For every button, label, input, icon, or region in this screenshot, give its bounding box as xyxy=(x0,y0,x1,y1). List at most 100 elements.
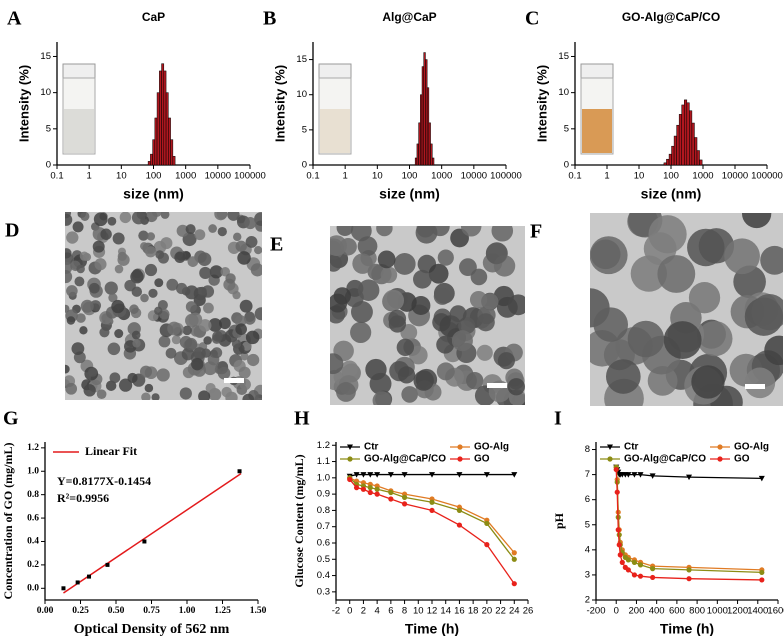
particle xyxy=(225,273,236,284)
particle xyxy=(88,367,98,377)
marker xyxy=(484,542,490,548)
y-tick-label: 0.8 xyxy=(27,490,39,500)
particle xyxy=(250,263,262,277)
x-tick-label: 14 xyxy=(440,606,451,617)
marker xyxy=(429,499,435,505)
y-tick-label: 0 xyxy=(302,160,307,171)
particle xyxy=(158,335,171,348)
y-tick-label: 4 xyxy=(585,544,590,555)
y-tick-label: 10 xyxy=(296,89,307,100)
legend-marker xyxy=(607,444,613,450)
particle xyxy=(117,253,130,266)
legend-marker xyxy=(717,444,723,450)
particle xyxy=(80,212,90,221)
particle xyxy=(79,251,90,261)
x-tick-label: 1 xyxy=(604,171,609,182)
bar xyxy=(689,110,693,166)
bar xyxy=(150,153,153,166)
particle xyxy=(71,342,85,356)
particle xyxy=(203,361,218,376)
x-tick-label: 100000 xyxy=(490,171,522,182)
particle xyxy=(138,230,149,241)
y-tick-label: 8 xyxy=(585,444,590,455)
bar xyxy=(421,66,424,166)
y-axis-label: Glucose Content (mg/mL) xyxy=(292,454,306,587)
point xyxy=(61,586,66,591)
y-tick-label: 0.8 xyxy=(317,505,330,516)
marker xyxy=(637,472,644,478)
particle xyxy=(697,320,733,357)
marker xyxy=(758,475,765,482)
y-tick-label: 1.1 xyxy=(317,456,330,467)
tem-image xyxy=(65,212,262,400)
particle xyxy=(497,352,515,370)
particle xyxy=(198,390,211,400)
particle xyxy=(66,231,79,244)
x-tick-label: 0.50 xyxy=(108,606,125,616)
scale-bar xyxy=(224,378,244,383)
marker xyxy=(759,577,765,583)
bar xyxy=(426,87,430,166)
particle xyxy=(209,265,223,279)
y-tick-label: 0.3 xyxy=(317,586,330,597)
particle xyxy=(105,380,117,391)
particle xyxy=(254,307,262,321)
y-tick-label: 10 xyxy=(40,87,51,98)
particle xyxy=(336,226,354,237)
x-tick-label: 0 xyxy=(347,606,352,617)
legend-marker xyxy=(607,456,613,462)
bar xyxy=(696,150,700,166)
particle xyxy=(66,316,76,325)
x-tick-label: 1.50 xyxy=(250,606,267,616)
x-tick-label: 0.1 xyxy=(50,171,63,182)
x-tick-label: 1000 xyxy=(175,171,196,182)
particle xyxy=(160,212,170,219)
particles xyxy=(330,226,525,405)
bar xyxy=(172,156,176,166)
bar xyxy=(686,102,690,166)
y-tick-label: 0 xyxy=(564,160,569,171)
x-axis-label: Time (h) xyxy=(660,621,714,636)
particles xyxy=(65,212,262,400)
point xyxy=(105,562,110,567)
particle xyxy=(65,248,72,259)
particle xyxy=(648,215,687,254)
particle xyxy=(350,321,372,344)
particle xyxy=(220,267,231,277)
marker xyxy=(483,472,490,478)
bar xyxy=(168,117,171,166)
marker xyxy=(686,567,692,573)
legend-label: Ctr xyxy=(624,442,639,453)
particle xyxy=(333,287,351,305)
particle xyxy=(94,258,107,271)
vial-cap xyxy=(318,63,352,79)
particle xyxy=(144,263,158,277)
legend-marker xyxy=(347,456,353,462)
particle xyxy=(108,293,118,303)
x-tick-label: 10 xyxy=(413,606,424,617)
y-tick-label: 6 xyxy=(585,494,590,505)
x-tick-label: 100000 xyxy=(234,171,266,182)
particle xyxy=(388,315,407,333)
particle xyxy=(458,316,476,335)
marker xyxy=(759,569,765,576)
particle xyxy=(247,353,260,367)
marker xyxy=(650,574,656,581)
chart-title: Alg@CaP xyxy=(382,10,436,24)
y-tick-label: 0.7 xyxy=(317,521,330,532)
panel-letter: H xyxy=(294,408,310,430)
marker xyxy=(360,486,367,492)
particle xyxy=(157,252,169,264)
particle xyxy=(72,221,84,233)
bar xyxy=(152,139,156,166)
particle xyxy=(132,339,141,348)
legend-label: Ctr xyxy=(364,442,379,453)
bar xyxy=(416,143,419,166)
particle xyxy=(65,364,70,374)
particle xyxy=(179,387,192,400)
panel-letter: D xyxy=(5,220,19,242)
bar xyxy=(423,52,426,166)
y-tick-label: 0.6 xyxy=(27,513,39,523)
y-tick-label: 0.6 xyxy=(317,538,330,549)
bar xyxy=(418,122,421,166)
